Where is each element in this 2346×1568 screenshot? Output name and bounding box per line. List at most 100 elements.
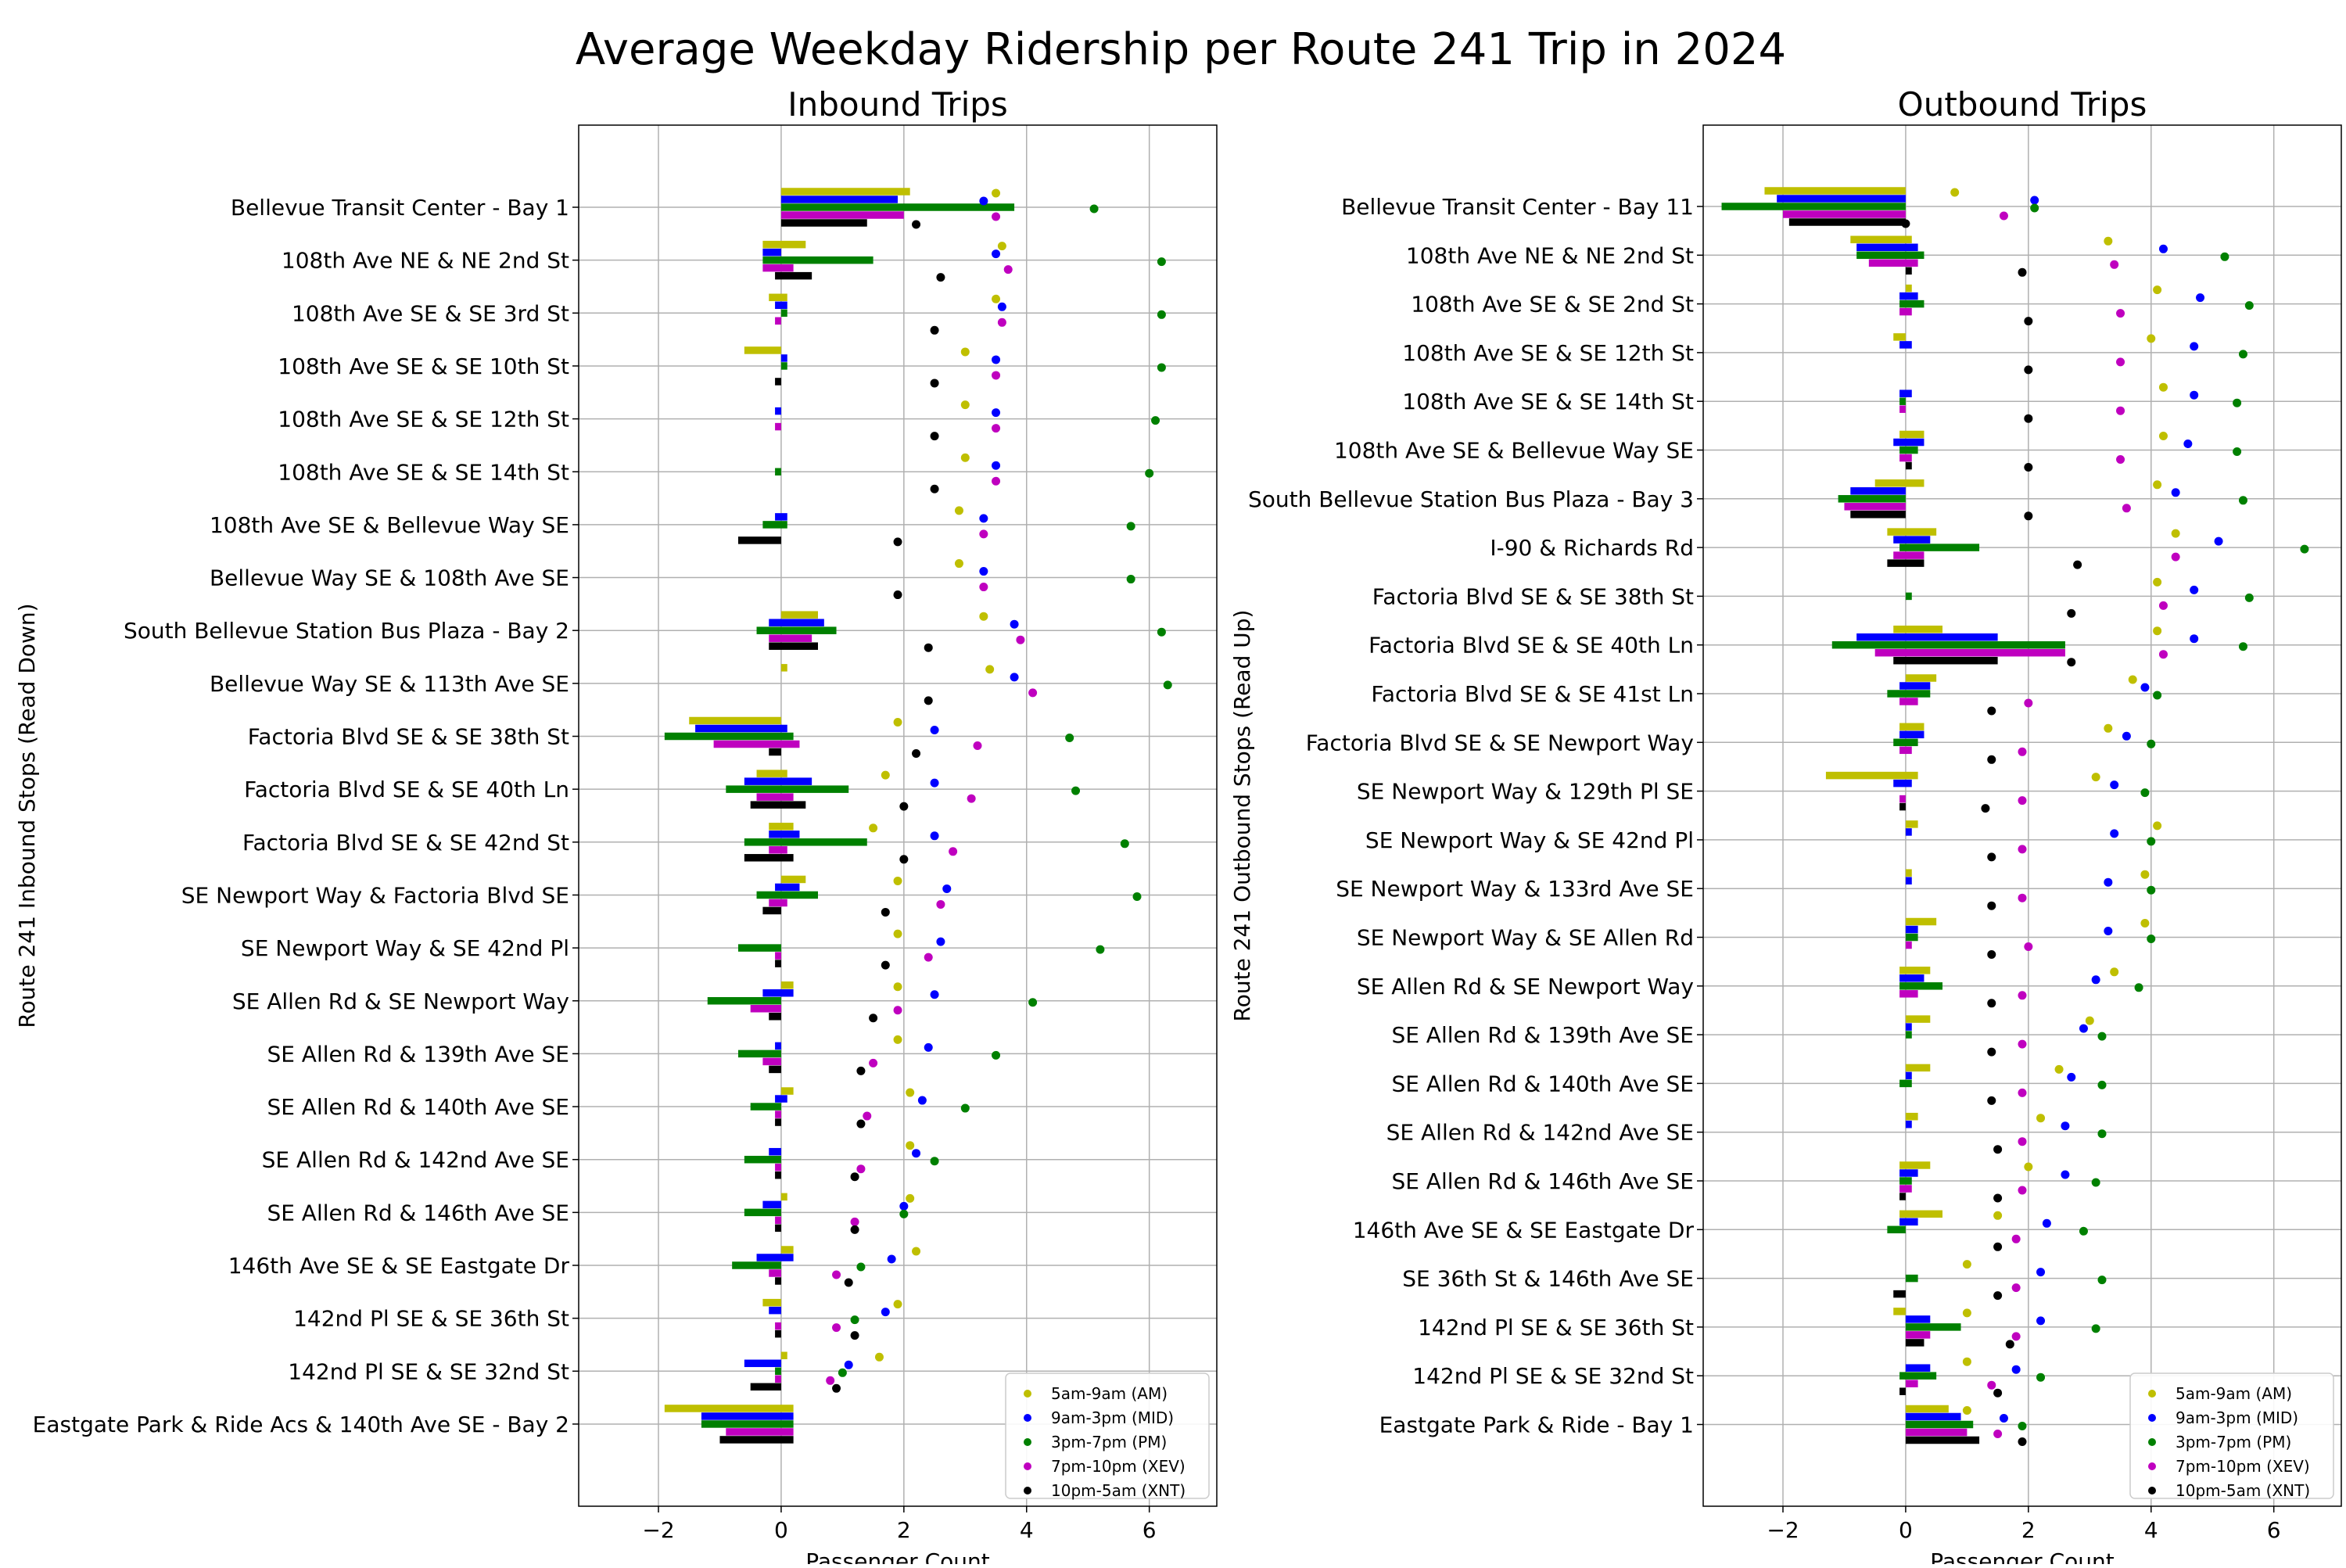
y-tick-label: SE Newport Way & SE Allen Rd: [1357, 925, 1694, 951]
bar: [1905, 869, 1912, 877]
data-point: [2018, 796, 2027, 806]
bar: [762, 248, 781, 257]
data-point: [856, 1119, 866, 1128]
data-point: [2061, 1170, 2070, 1179]
bar: [1905, 284, 1912, 292]
bar: [762, 521, 787, 529]
bar: [1893, 1290, 1906, 1298]
data-point: [924, 643, 933, 652]
data-point: [2153, 691, 2162, 700]
bar: [1905, 1420, 1974, 1429]
data-point: [2153, 480, 2162, 490]
bar: [780, 611, 818, 619]
bar: [1899, 292, 1918, 300]
y-tick-label: 108th Ave SE & SE 12th St: [278, 407, 569, 432]
bar: [1905, 1071, 1912, 1080]
bar: [1899, 341, 1912, 349]
data-point: [1016, 635, 1025, 644]
bar: [1899, 1372, 1937, 1380]
data-point: [2190, 342, 2199, 351]
data-point: [850, 1331, 859, 1340]
x-tick-label: 2: [2021, 1517, 2036, 1543]
bar: [769, 642, 818, 650]
data-point: [930, 831, 939, 841]
x-tick-label: −2: [1767, 1517, 1799, 1543]
data-point: [899, 1201, 909, 1211]
legend-marker: [2148, 1462, 2156, 1470]
data-point: [1071, 786, 1081, 795]
data-point: [979, 196, 988, 206]
data-point: [2140, 788, 2150, 798]
data-point: [985, 665, 995, 674]
bar: [1905, 1023, 1912, 1031]
data-point: [1987, 950, 1996, 959]
data-point: [992, 476, 1001, 486]
bar: [1887, 559, 1925, 567]
data-point: [960, 1103, 970, 1113]
data-point: [936, 937, 945, 946]
bar: [732, 1261, 781, 1269]
data-point: [2097, 1129, 2107, 1139]
bar: [1893, 1308, 1906, 1315]
bar: [1899, 967, 1931, 974]
bar: [775, 1216, 781, 1225]
data-point: [2018, 991, 2027, 1000]
bar: [1887, 1225, 1906, 1234]
data-point: [992, 355, 1001, 364]
data-point: [2238, 642, 2247, 651]
bar: [780, 1246, 794, 1254]
bar: [775, 271, 812, 280]
data-point: [874, 1352, 884, 1362]
data-point: [1987, 1380, 1996, 1390]
data-point: [906, 1141, 915, 1150]
data-point: [893, 1006, 902, 1015]
data-point: [2024, 942, 2033, 951]
y-tick-label: 108th Ave SE & SE 2nd St: [1411, 292, 1694, 318]
y-tick-label: SE Allen Rd & 142nd Ave SE: [1386, 1120, 1694, 1146]
data-point: [832, 1383, 841, 1393]
bar: [775, 407, 781, 415]
legend-marker: [2148, 1487, 2156, 1494]
data-point: [832, 1270, 841, 1279]
data-point: [881, 960, 890, 970]
bar: [744, 1359, 781, 1368]
bar: [1905, 1064, 1931, 1072]
data-point: [1126, 575, 1135, 584]
y-tick-label: 108th Ave SE & Bellevue Way SE: [1334, 438, 1694, 464]
data-point: [893, 718, 902, 727]
data-point: [826, 1376, 835, 1385]
data-point: [912, 1149, 921, 1158]
data-point: [2190, 390, 2199, 400]
data-point: [912, 749, 921, 758]
data-point: [2190, 634, 2199, 644]
bar: [780, 875, 806, 884]
legend-marker: [2148, 1390, 2156, 1398]
bar: [1899, 802, 1906, 811]
x-tick-label: 4: [2144, 1517, 2158, 1543]
data-point: [2042, 1218, 2051, 1228]
data-point: [2158, 432, 2168, 440]
data-point: [1993, 1242, 2003, 1251]
y-tick-label: 142nd Pl SE & SE 36th St: [1418, 1315, 1694, 1340]
data-point: [1987, 755, 1996, 764]
data-point: [930, 1157, 939, 1166]
data-point: [2018, 747, 2027, 756]
bar: [1899, 730, 1925, 739]
bar: [780, 981, 794, 989]
data-point: [2036, 1268, 2046, 1277]
series-4: [1788, 218, 1998, 1444]
data-point: [1987, 706, 1996, 716]
y-tick-label: 142nd Pl SE & SE 32nd St: [288, 1358, 569, 1384]
data-point: [2122, 731, 2131, 741]
data-point: [2110, 260, 2119, 269]
data-point: [2018, 1186, 2027, 1195]
data-point: [992, 249, 1001, 259]
data-point: [2018, 267, 2027, 277]
bar: [750, 801, 806, 809]
y-tick-label: SE Newport Way & SE 42nd Pl: [1365, 827, 1694, 853]
bar: [1788, 218, 1906, 226]
data-point: [2054, 1064, 2064, 1074]
data-point: [2011, 1234, 2021, 1243]
bar: [756, 891, 818, 899]
data-point: [2244, 301, 2254, 310]
